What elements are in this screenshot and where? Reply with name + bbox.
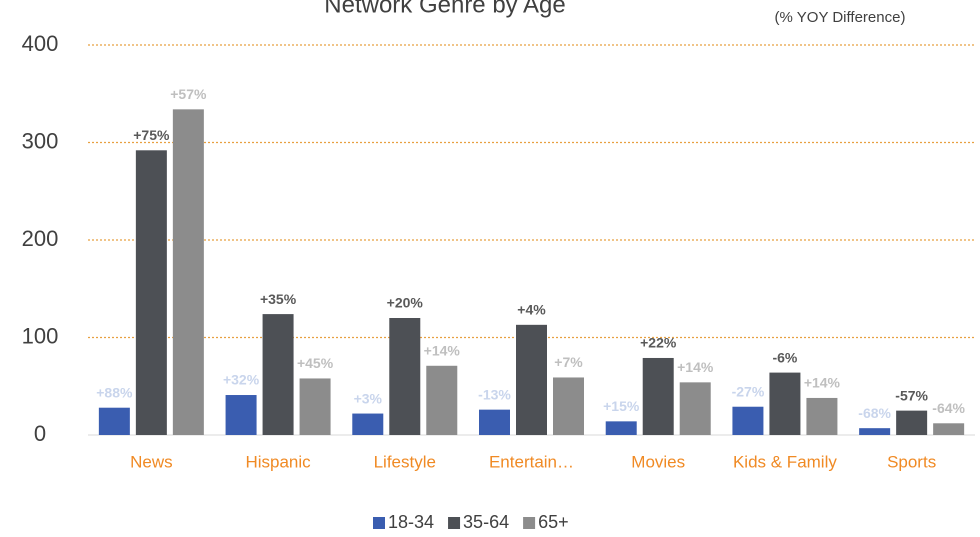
- bar: [389, 318, 421, 435]
- data-label: +75%: [133, 127, 170, 143]
- y-tick-label: 100: [22, 323, 59, 348]
- bar: [642, 357, 674, 435]
- bar: [605, 421, 637, 435]
- x-tick-label: Hispanic: [245, 452, 311, 471]
- bar: [806, 397, 838, 435]
- data-label: -68%: [858, 405, 891, 421]
- data-label: +14%: [804, 375, 841, 391]
- data-label: +45%: [297, 355, 334, 371]
- data-label: +57%: [170, 86, 207, 102]
- x-tick-label: Kids & Family: [733, 452, 837, 471]
- bar: [352, 413, 384, 435]
- data-label: +14%: [424, 342, 461, 358]
- bar: [98, 407, 130, 435]
- bar: [933, 423, 965, 435]
- data-label: +35%: [260, 291, 297, 307]
- bar: [299, 378, 331, 435]
- data-label: +32%: [223, 372, 260, 388]
- legend-label: 18-34: [388, 512, 434, 532]
- data-label: +7%: [554, 354, 583, 370]
- bar: [135, 150, 167, 436]
- legend-label: 35-64: [463, 512, 509, 532]
- data-label: +15%: [603, 398, 640, 414]
- bar: [769, 372, 801, 435]
- legend-swatch: [448, 517, 461, 529]
- data-label: -6%: [772, 349, 797, 365]
- bar: [426, 365, 458, 435]
- bar: [679, 382, 711, 435]
- bar: [262, 314, 294, 435]
- data-label: -64%: [932, 400, 965, 416]
- x-tick-label: Sports: [887, 452, 936, 471]
- bar: [479, 409, 510, 435]
- legend-label: 65+: [538, 512, 569, 532]
- chart-title: Network Genre by Age: [324, 0, 565, 18]
- data-label: +14%: [677, 359, 714, 375]
- y-tick-label: 200: [22, 226, 59, 251]
- x-tick-label: Movies: [631, 452, 685, 471]
- data-label: +20%: [387, 295, 424, 311]
- x-tick-label: News: [130, 452, 173, 471]
- bar: [172, 109, 204, 435]
- bar: [516, 324, 547, 435]
- bar: [896, 410, 928, 435]
- data-label: +88%: [96, 384, 133, 400]
- data-label: +3%: [354, 390, 383, 406]
- bar: [225, 395, 257, 435]
- data-label: -57%: [895, 387, 928, 403]
- chart-subtitle: (% YOY Difference): [775, 9, 906, 26]
- data-label: +4%: [517, 302, 546, 318]
- x-tick-label: Entertain…: [489, 452, 574, 471]
- x-tick-label: Lifestyle: [374, 452, 436, 471]
- data-label: -13%: [478, 386, 511, 402]
- y-tick-label: 400: [22, 31, 59, 56]
- y-tick-label: 0: [34, 421, 46, 446]
- data-label: -27%: [732, 383, 765, 399]
- data-label: +22%: [640, 335, 677, 351]
- y-tick-label: 300: [22, 128, 59, 153]
- legend-swatch: [523, 517, 536, 529]
- bar: [553, 377, 584, 435]
- legend-swatch: [373, 517, 385, 529]
- bar: [859, 428, 891, 435]
- bar: [732, 406, 764, 435]
